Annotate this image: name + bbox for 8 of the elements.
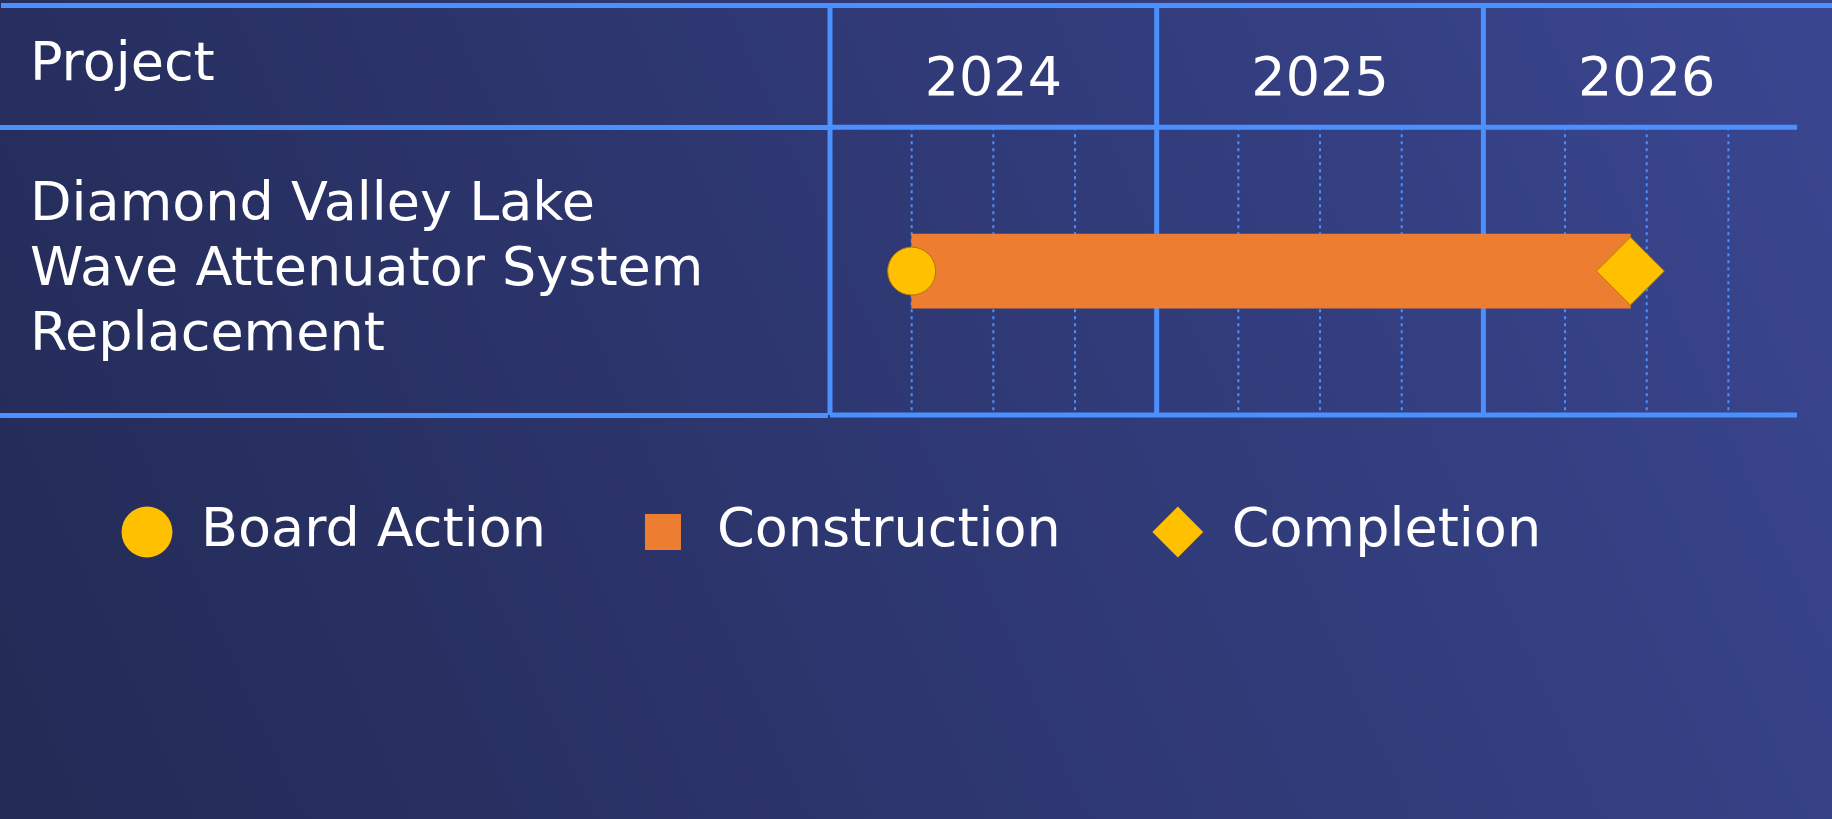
- x-tick-label: 2024: [924, 44, 1063, 108]
- legend-label: Construction: [716, 496, 1061, 560]
- x-tick-label: 2025: [1251, 44, 1389, 108]
- legend-label: Completion: [1231, 496, 1542, 560]
- x-tick-label: 2026: [1578, 44, 1716, 108]
- y-axis-title: Project: [30, 30, 215, 94]
- legend-label: Board Action: [201, 496, 546, 560]
- y-tick-label: Diamond Valley Lake Wave Attenuator System Replacement: [30, 170, 704, 363]
